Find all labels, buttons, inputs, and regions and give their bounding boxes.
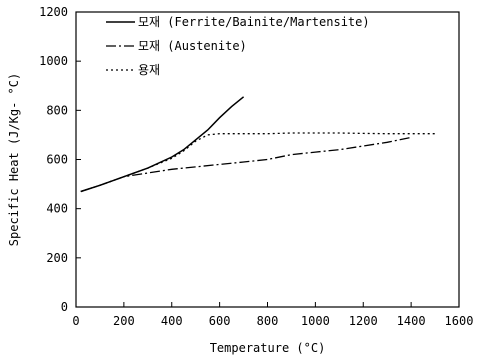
y-tick-label: 1000 xyxy=(39,54,68,68)
x-tick-label: 200 xyxy=(113,314,135,328)
y-tick-label: 200 xyxy=(46,251,68,265)
plot-frame xyxy=(75,11,460,308)
x-tick-label: 1000 xyxy=(301,314,330,328)
y-tick-label: 0 xyxy=(61,300,68,314)
series-line-2 xyxy=(80,136,412,193)
x-tick-label: 1200 xyxy=(349,314,378,328)
series-line-3 xyxy=(80,132,436,193)
y-tick-label: 400 xyxy=(46,202,68,216)
y-tick-label: 1200 xyxy=(39,5,68,19)
y-tick-label: 600 xyxy=(46,153,68,167)
legend-label-1: 모재 (Ferrite/Bainite/Martensite) xyxy=(138,15,370,29)
x-tick-label: 600 xyxy=(209,314,231,328)
x-tick-label: 800 xyxy=(257,314,279,328)
x-tick-label: 1400 xyxy=(397,314,426,328)
x-tick-label: 0 xyxy=(72,314,79,328)
x-tick-label: 400 xyxy=(161,314,183,328)
x-tick-label: 1600 xyxy=(445,314,474,328)
y-axis-label: Specific Heat (J/Kg- °C) xyxy=(7,73,21,246)
legend-label-2: 모재 (Austenite) xyxy=(138,39,247,53)
series-line-1 xyxy=(80,96,245,193)
y-tick-label: 800 xyxy=(46,103,68,117)
legend-label-3: 용재 xyxy=(138,63,160,77)
x-axis-label: Temperature (°C) xyxy=(210,341,326,355)
